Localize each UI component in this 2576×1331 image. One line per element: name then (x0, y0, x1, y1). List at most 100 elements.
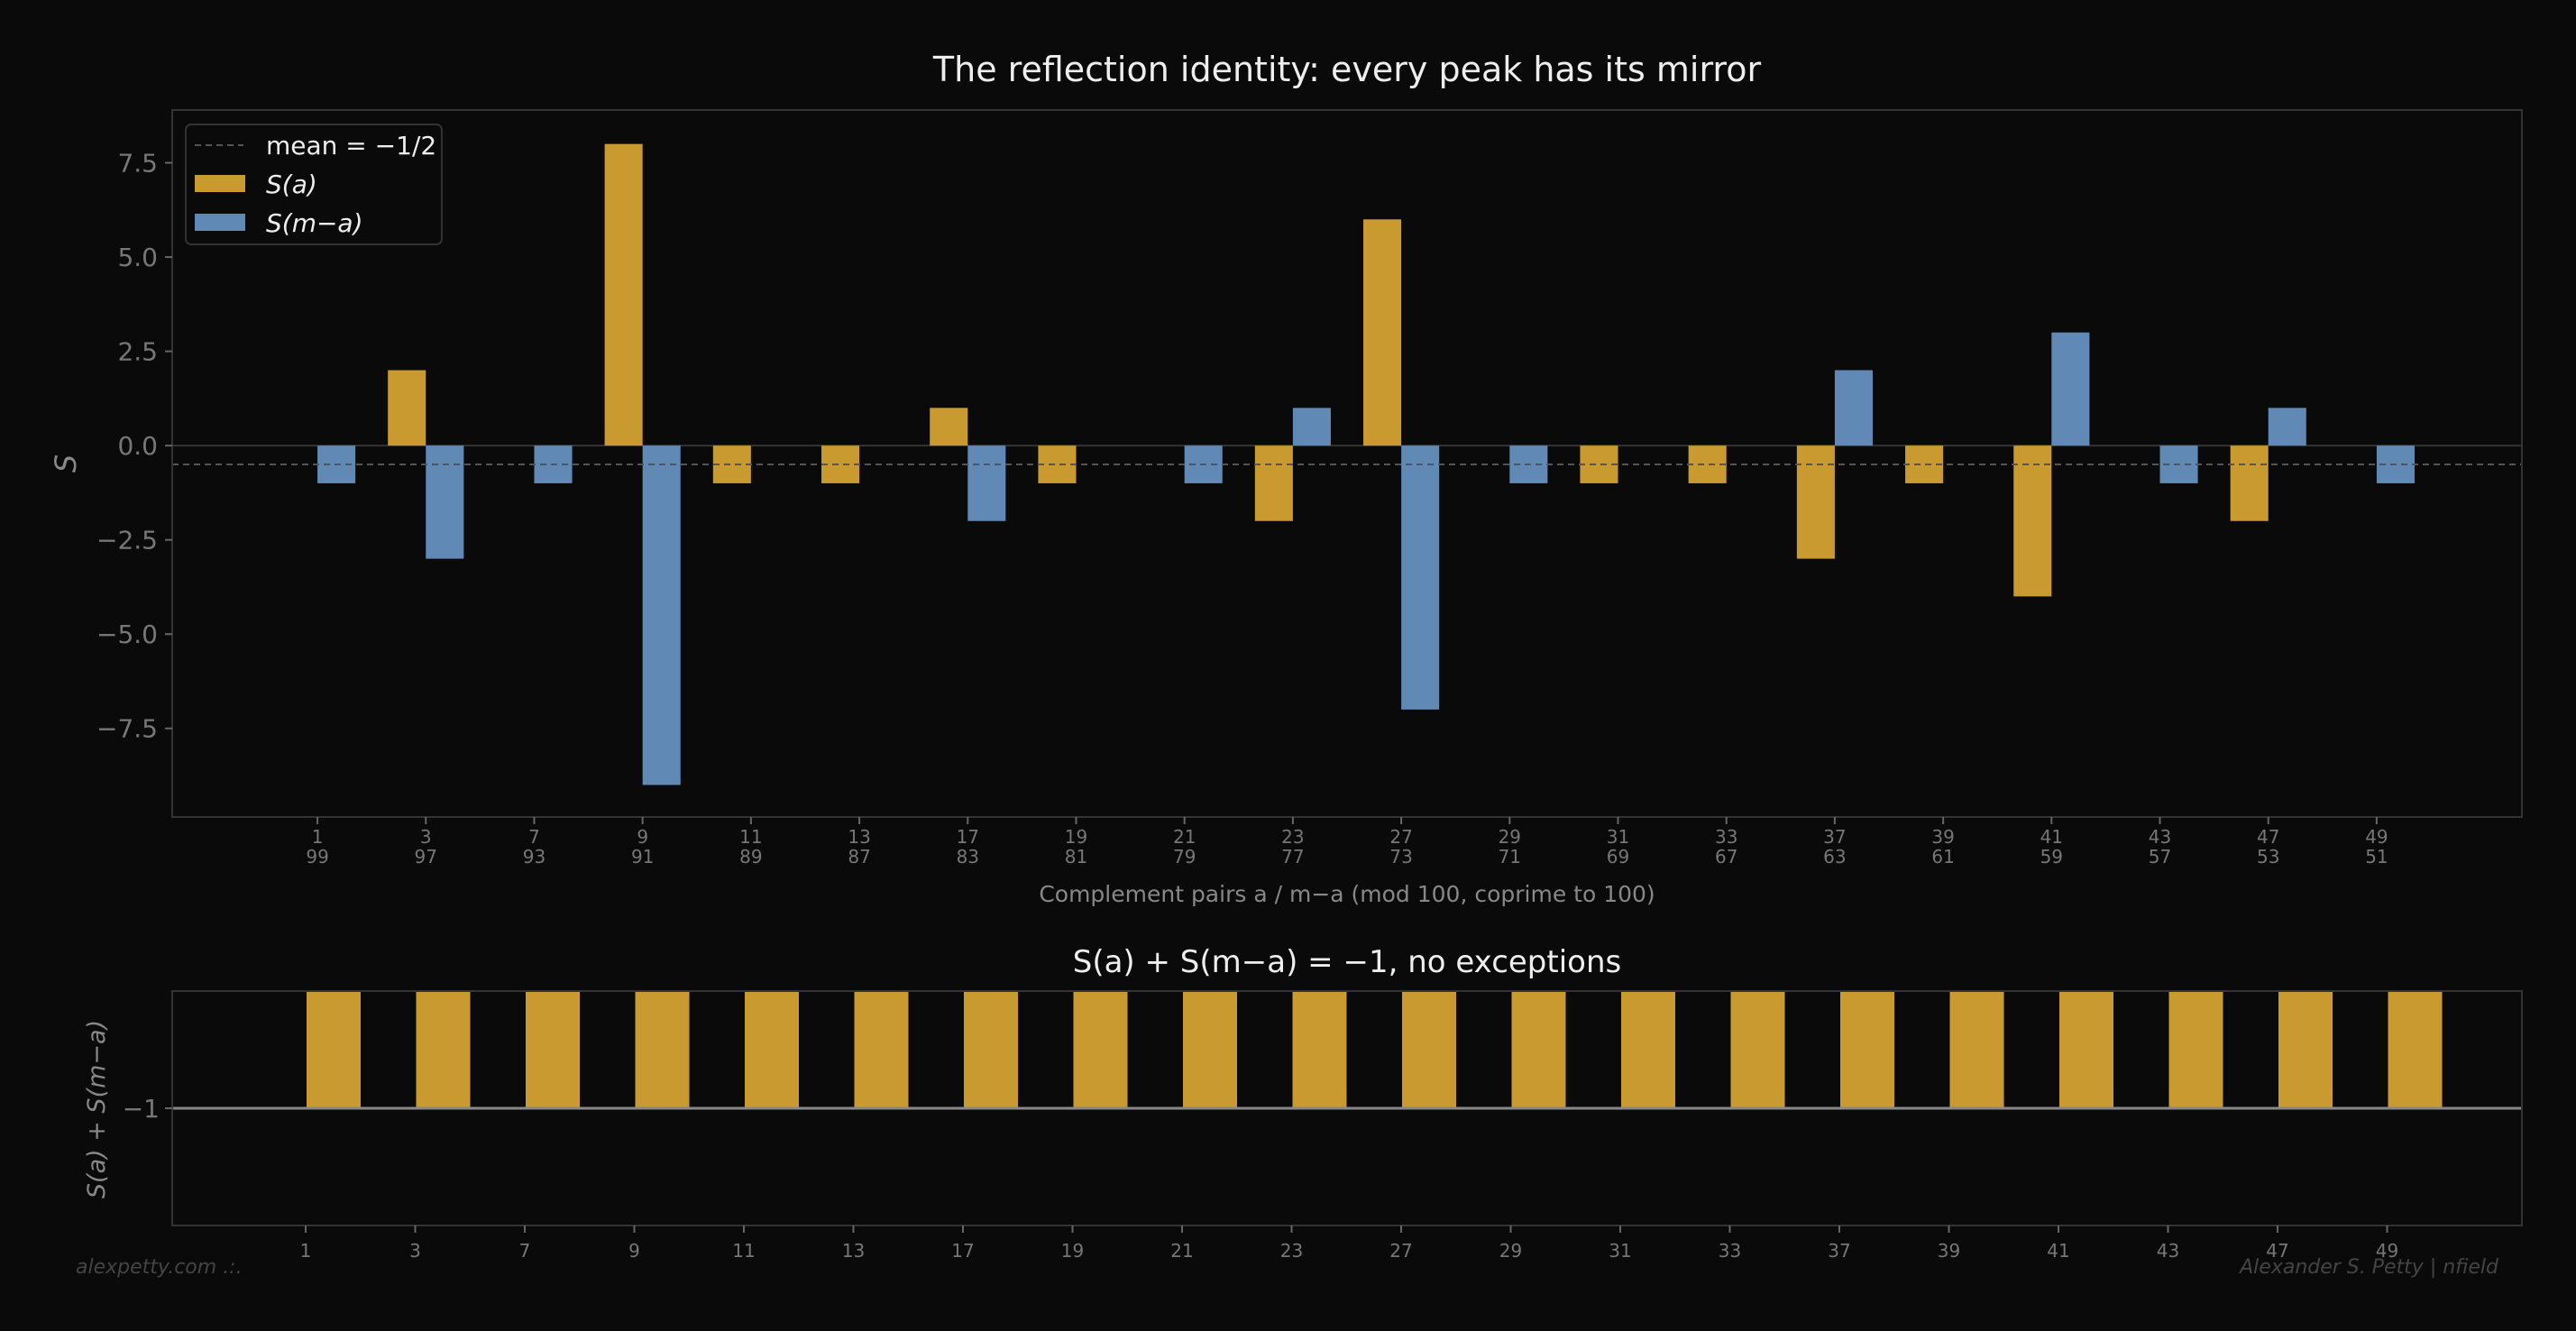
x-tick-label: 1 (300, 1240, 312, 1262)
x-tick-label-a: 13 (848, 826, 870, 848)
x-tick-label-a: 7 (528, 826, 540, 848)
bar-sa-13 (821, 445, 860, 483)
x-tick-label-a: 1 (312, 826, 324, 848)
x-tick-label-complement: 83 (957, 846, 979, 867)
legend: mean = −1/2 S(a) S(m−a) (185, 124, 443, 245)
sum-bar-41 (2059, 991, 2113, 1108)
bar-sa-41 (2013, 445, 2052, 597)
x-tick-label-a: 19 (1065, 826, 1087, 848)
bar-sma-41 (2051, 332, 2090, 446)
x-tick-label-a: 49 (2365, 826, 2388, 848)
sum-bar-33 (1730, 991, 1785, 1108)
sum-bar-19 (1073, 991, 1128, 1108)
bar-sa-37 (1796, 445, 1835, 559)
x-tick-label: 3 (409, 1240, 421, 1262)
x-tick-label: 23 (1280, 1240, 1303, 1262)
bar-sa-19 (1038, 445, 1077, 483)
x-tick-label-a: 33 (1715, 826, 1737, 848)
bar-sma-27 (1401, 445, 1440, 710)
x-tick-label-a: 9 (637, 826, 648, 848)
y-tick-label: −7.5 (96, 714, 158, 744)
bar-sma-3 (426, 445, 464, 559)
x-tick-label-complement: 57 (2149, 846, 2171, 867)
bar-sma-9 (642, 445, 681, 785)
x-tick-label-a: 43 (2149, 826, 2171, 848)
x-tick-label-complement: 89 (739, 846, 762, 867)
x-tick-label-complement: 81 (1065, 846, 1087, 867)
x-tick-label: 31 (1609, 1240, 1631, 1262)
sum-bar-21 (1183, 991, 1237, 1108)
x-tick-label-a: 21 (1173, 826, 1196, 848)
top-chart-title: The reflection identity: every peak has … (932, 50, 1762, 89)
footer-right: Alexander S. Petty | nfield (2238, 1256, 2499, 1279)
y-tick-label: 0.0 (117, 431, 158, 461)
sum-bar-11 (745, 991, 799, 1108)
sum-bar-27 (1402, 991, 1456, 1108)
sum-bar-43 (2168, 991, 2223, 1108)
x-tick-label-complement: 77 (1281, 846, 1304, 867)
top-x-axis-label: Complement pairs a / m−a (mod 100, copri… (1039, 881, 1655, 907)
sum-bar-37 (1840, 991, 1894, 1108)
sum-bar-1 (307, 991, 361, 1108)
sum-bar-3 (416, 991, 471, 1108)
y-tick-label: −2.5 (96, 526, 158, 555)
bar-sma-17 (967, 445, 1006, 521)
x-tick-label-a: 23 (1281, 826, 1304, 848)
y-tick-label: −5.0 (96, 620, 158, 649)
x-tick-label: 37 (1828, 1240, 1850, 1262)
legend-sma-label: S(m−a) (266, 208, 363, 238)
x-tick-label: 13 (842, 1240, 865, 1262)
x-tick-label-complement: 71 (1499, 846, 1521, 867)
sum-bar-29 (1511, 991, 1566, 1108)
bar-sa-23 (1254, 445, 1293, 521)
x-tick-label-a: 17 (957, 826, 979, 848)
y-tick-label: −1 (123, 1094, 160, 1124)
sum-bar-9 (635, 991, 690, 1108)
x-tick-label: 47 (2266, 1240, 2288, 1262)
x-tick-label: 49 (2376, 1240, 2398, 1262)
x-tick-label-complement: 63 (1823, 846, 1846, 867)
x-tick-label-a: 37 (1823, 826, 1846, 848)
bar-sa-9 (604, 143, 643, 446)
sum-bar-39 (1949, 991, 2004, 1108)
bar-sma-23 (1292, 408, 1331, 446)
x-tick-label-a: 39 (1931, 826, 1954, 848)
x-tick-label-complement: 91 (631, 846, 654, 867)
top-axes-frame (171, 109, 2523, 818)
x-tick-label-complement: 67 (1715, 846, 1737, 867)
x-tick-label-complement: 97 (415, 846, 437, 867)
legend-sa-swatch (195, 175, 245, 192)
legend-sa-label: S(a) (266, 170, 317, 199)
sum-bar-7 (526, 991, 580, 1108)
x-tick-label: 27 (1389, 1240, 1412, 1262)
x-tick-label-complement: 53 (2257, 846, 2279, 867)
x-tick-label-a: 41 (2040, 826, 2063, 848)
sum-bar-47 (2278, 991, 2333, 1108)
x-tick-label: 41 (2047, 1240, 2069, 1262)
sum-bar-31 (1621, 991, 1675, 1108)
y-tick-label: 5.0 (117, 243, 158, 272)
x-tick-label: 33 (1719, 1240, 1741, 1262)
y-tick-label: 2.5 (117, 337, 158, 367)
x-tick-label: 39 (1938, 1240, 1960, 1262)
x-tick-label-complement: 51 (2365, 846, 2388, 867)
x-tick-label: 21 (1170, 1240, 1193, 1262)
x-tick-label-a: 29 (1499, 826, 1521, 848)
x-tick-label-a: 3 (420, 826, 432, 848)
x-tick-label: 7 (519, 1240, 531, 1262)
x-tick-label-a: 47 (2257, 826, 2279, 848)
x-tick-label-complement: 87 (848, 846, 870, 867)
x-tick-label: 19 (1061, 1240, 1084, 1262)
x-tick-label-a: 11 (739, 826, 762, 848)
x-tick-label-complement: 61 (1931, 846, 1954, 867)
x-tick-label: 29 (1499, 1240, 1522, 1262)
top-axes: −7.5−5.0−2.50.02.55.07.51993977939911189… (96, 109, 2523, 867)
footer-left: alexpetty.com .:. (76, 1256, 243, 1279)
x-tick-label-complement: 69 (1607, 846, 1629, 867)
x-tick-label: 9 (628, 1240, 640, 1262)
y-tick-label: 7.5 (117, 149, 158, 179)
bar-sa-27 (1363, 219, 1402, 446)
bar-sa-47 (2230, 445, 2269, 521)
bar-sma-37 (1834, 370, 1873, 446)
